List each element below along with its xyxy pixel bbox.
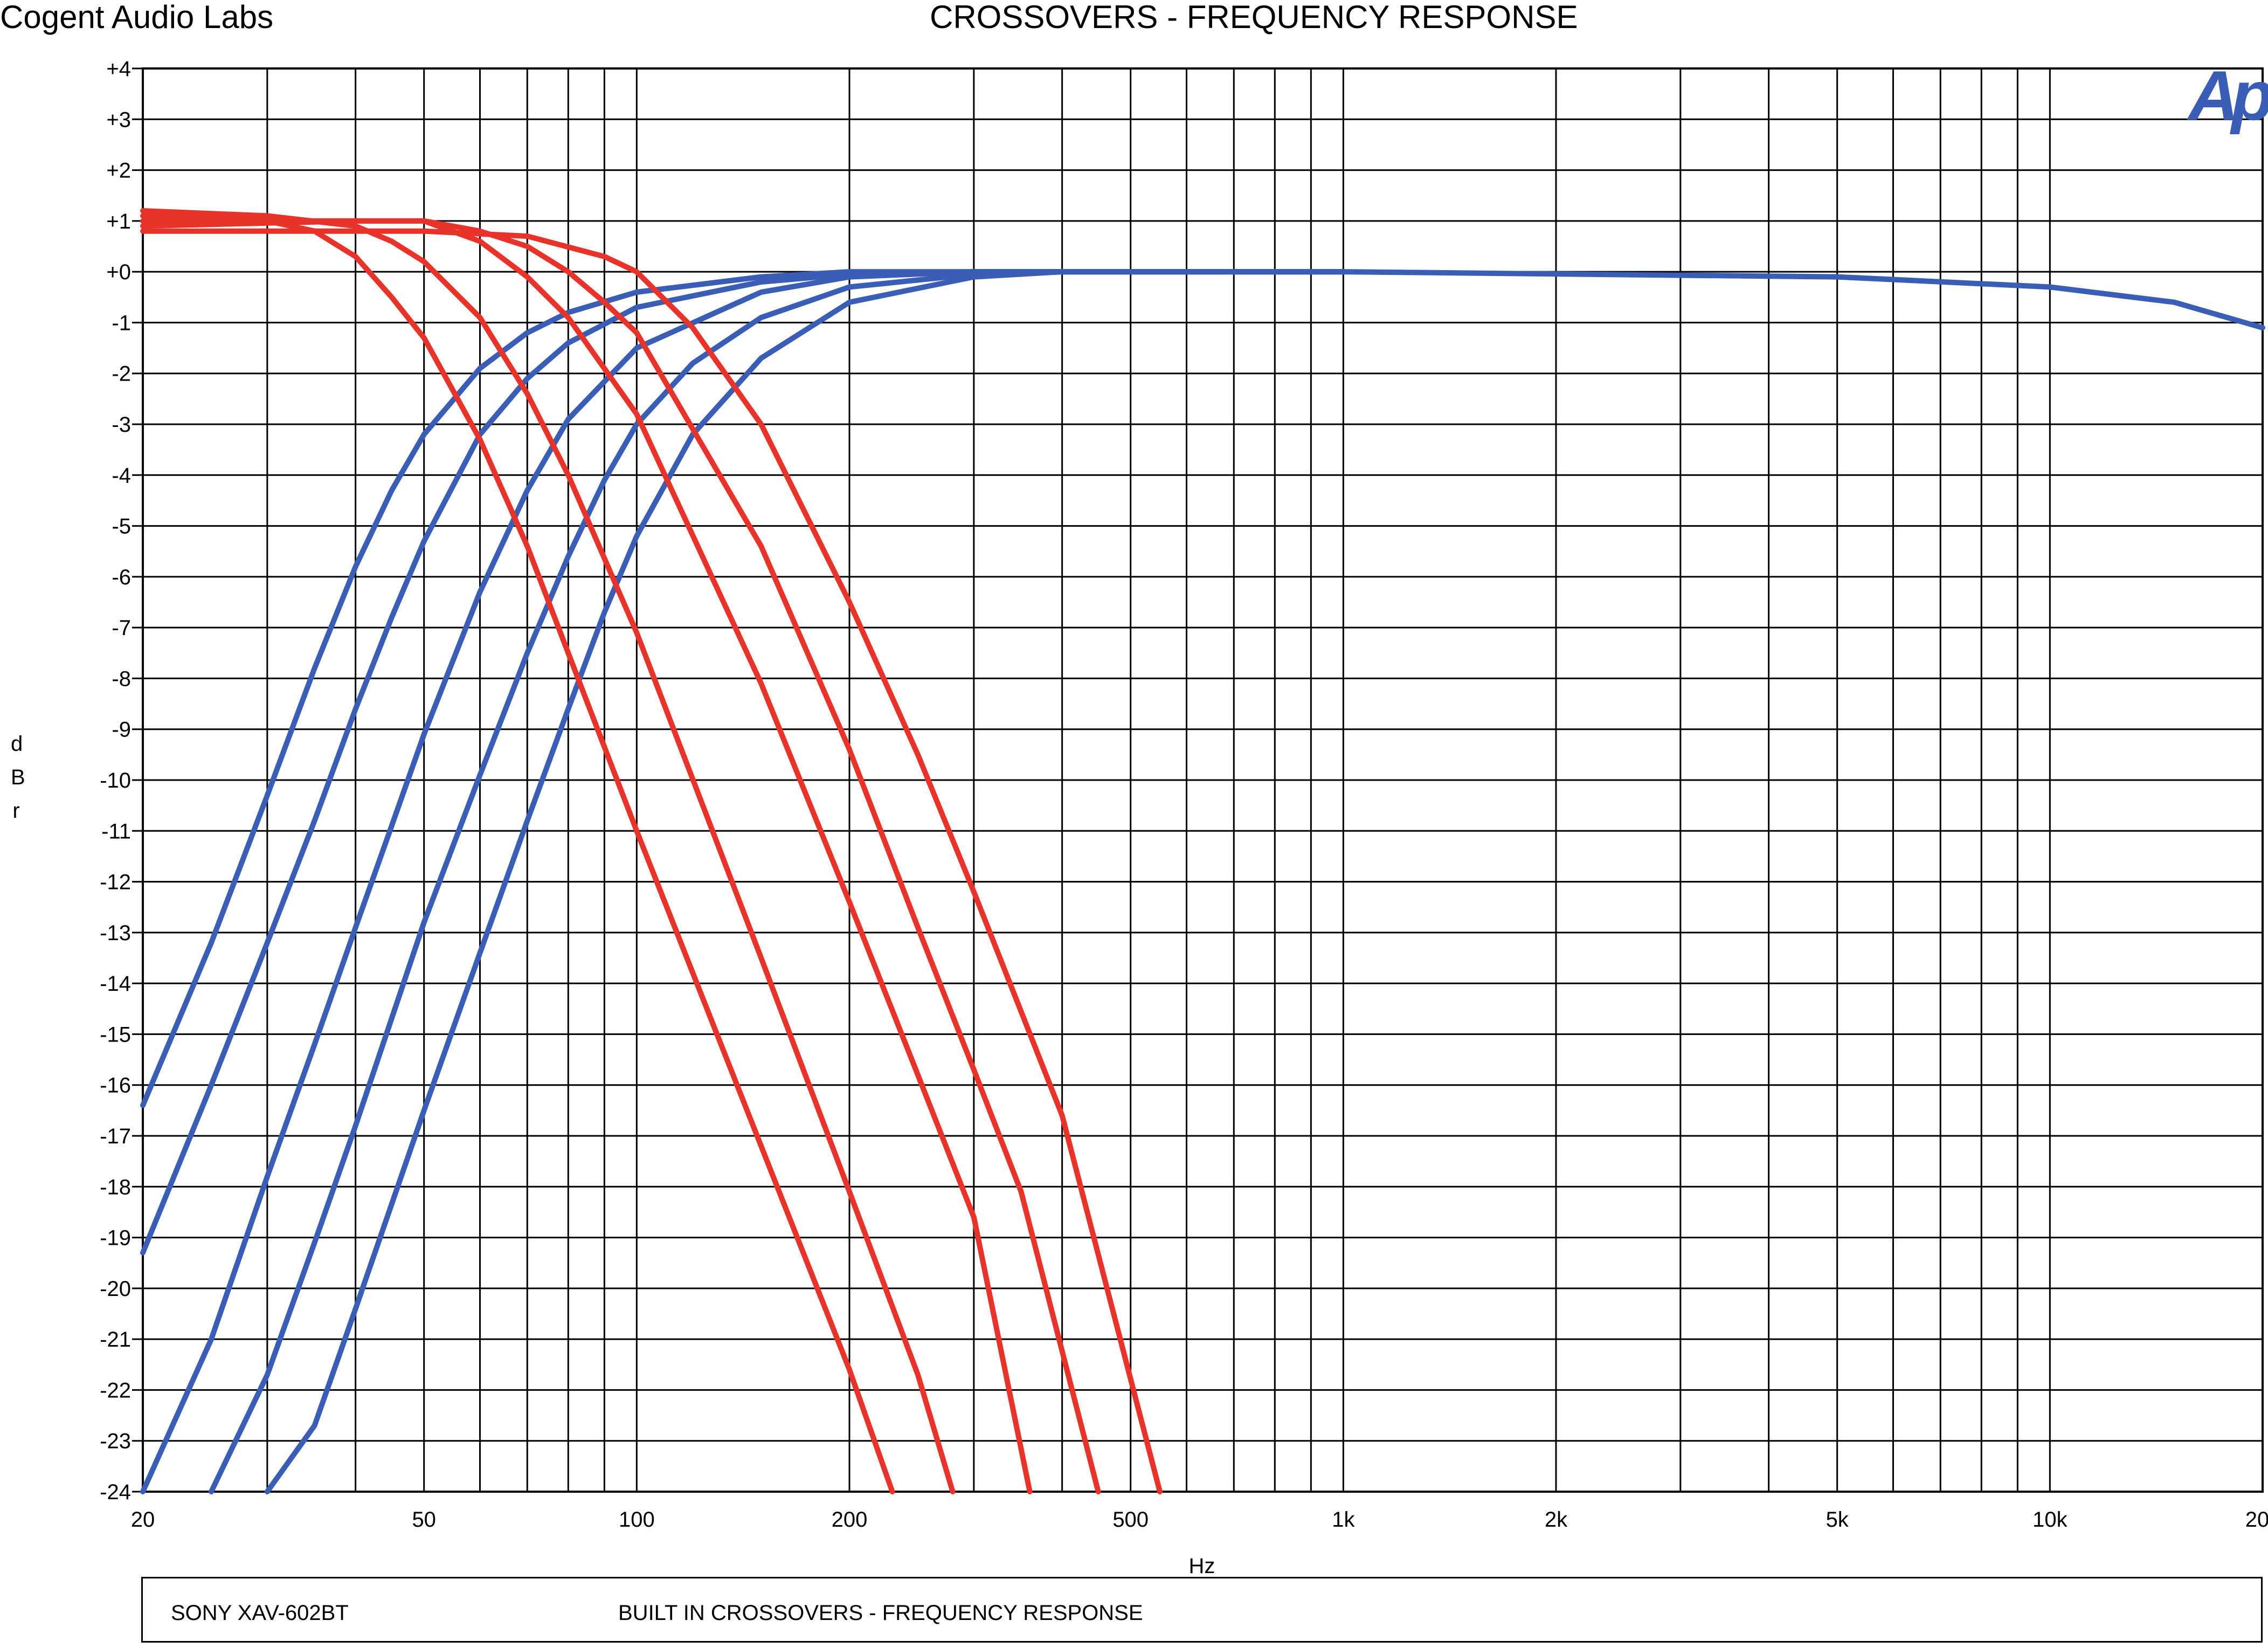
footer-box: SONY XAV-602BT BUILT IN CROSSOVERS - FRE… — [141, 1577, 2263, 1643]
highpass-curve-3 — [140, 269, 1346, 1494]
y-tick-label: -19 — [100, 1226, 131, 1250]
y-tick-label: -7 — [112, 616, 131, 640]
x-tick-label: 10k — [2032, 1508, 2068, 1532]
ap-logo: Ap — [2187, 56, 2268, 135]
y-tick-label: -3 — [112, 413, 131, 437]
y-tick-label: -22 — [100, 1378, 131, 1402]
y-tick-label: -8 — [112, 667, 131, 691]
highpass-curve-5 — [264, 269, 1346, 1494]
y-tick-label: -21 — [100, 1328, 131, 1352]
y-tick-label: +4 — [106, 57, 131, 81]
y-tick-label: -12 — [100, 871, 131, 894]
y-axis-label-r: r — [12, 799, 20, 823]
y-tick-label: -17 — [100, 1125, 131, 1148]
tick-labels: +4 +3 +2 +1 +0 -1 -2 -3 -4 -5 -6 -7 -8 -9 -10 -11 -12 -13… — [100, 57, 2268, 1532]
x-tick-label: 500 — [1112, 1508, 1149, 1532]
y-tick-label: -14 — [100, 972, 131, 996]
x-tick-label: 5k — [1826, 1508, 1849, 1532]
y-tick-label: +1 — [106, 210, 131, 233]
highpass-curve-1 — [140, 269, 2265, 1108]
y-tick-label: -24 — [100, 1480, 131, 1504]
x-axis-label: Hz — [1189, 1554, 1215, 1578]
y-tick-label: -5 — [112, 515, 131, 539]
y-tick-label: +3 — [106, 108, 131, 132]
footer-description: BUILT IN CROSSOVERS - FREQUENCY RESPONSE — [618, 1601, 1143, 1625]
x-tick-label: 100 — [619, 1508, 655, 1532]
x-tick-label: 20k — [2245, 1508, 2268, 1532]
y-tick-label: -1 — [112, 311, 131, 335]
y-tick-label: -18 — [100, 1175, 131, 1199]
y-tick-label: +0 — [106, 260, 131, 284]
lowpass-curve-7 — [140, 208, 956, 1494]
y-tick-label: -13 — [100, 921, 131, 945]
y-tick-label: -2 — [112, 362, 131, 386]
x-tick-label: 20 — [131, 1508, 155, 1532]
y-tick-label: -10 — [100, 769, 131, 792]
series-layer — [140, 208, 2265, 1494]
y-tick-label: -15 — [100, 1023, 131, 1046]
grid — [132, 67, 2264, 1493]
y-tick-label: -11 — [101, 819, 131, 843]
y-tick-label: +2 — [106, 159, 131, 183]
lowpass-curve-8 — [140, 218, 1033, 1494]
x-tick-label: 1k — [1332, 1508, 1355, 1532]
x-tick-label: 200 — [832, 1508, 868, 1532]
y-tick-label: -4 — [112, 464, 131, 487]
device-name: SONY XAV-602BT — [171, 1601, 349, 1625]
y-tick-label: -9 — [112, 718, 131, 742]
plot-border — [142, 67, 2264, 1493]
lowpass-curve-10 — [140, 228, 1163, 1494]
x-tick-label: 2k — [1545, 1508, 1568, 1532]
x-tick-label: 50 — [412, 1508, 436, 1532]
y-tick-label: -6 — [112, 566, 131, 589]
y-axis-label-d: d — [11, 732, 23, 756]
lowpass-curve-9 — [140, 218, 1101, 1494]
y-tick-label: -16 — [100, 1074, 131, 1098]
page-title: CROSSOVERS - FREQUENCY RESPONSE — [930, 0, 1578, 35]
company-name: Cogent Audio Labs — [0, 0, 274, 35]
y-tick-label: -23 — [100, 1430, 131, 1453]
y-tick-label: -20 — [100, 1277, 131, 1301]
